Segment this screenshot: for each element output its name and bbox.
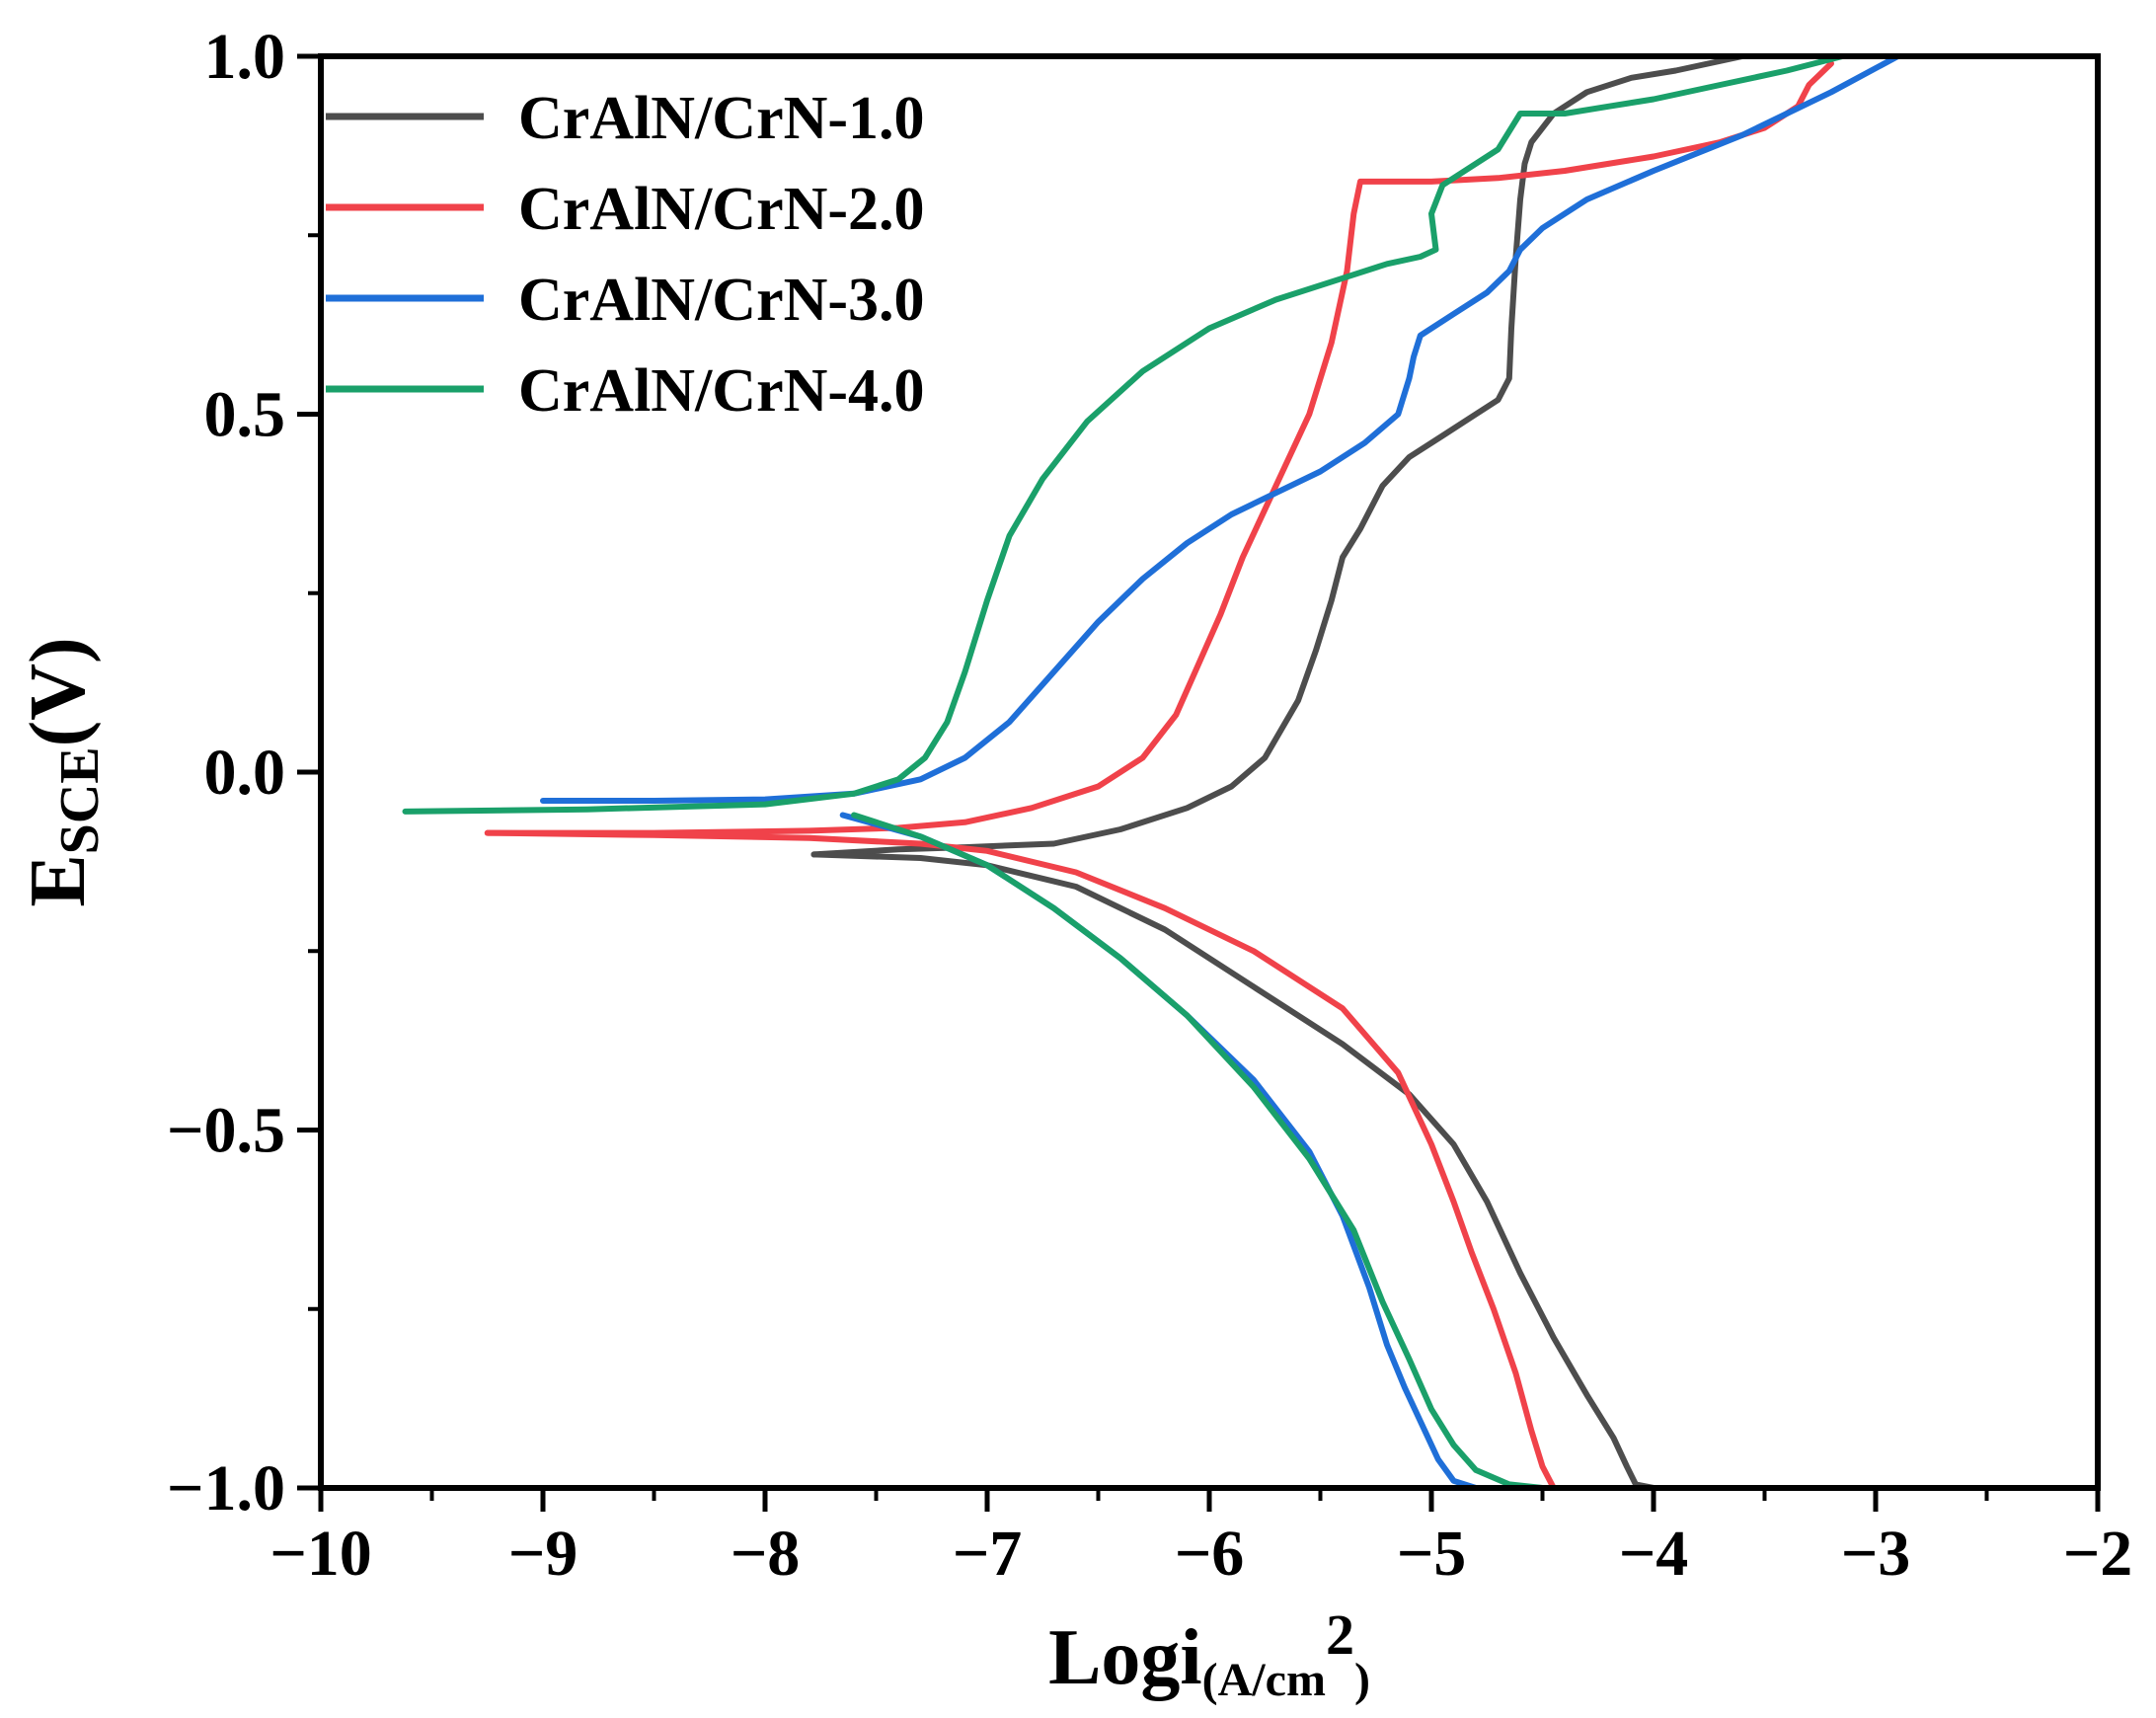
- x-tick-label: −7: [953, 1518, 1023, 1590]
- x-axis-title-main: Logi: [1048, 1614, 1202, 1701]
- x-tick-label: −5: [1397, 1518, 1467, 1590]
- y-tick-label: 0.0: [204, 737, 286, 809]
- y-tick-label: 0.5: [204, 379, 286, 451]
- series-layer: [402, 53, 1901, 1491]
- series-line-cathodic-craln-crn-1-0: [810, 851, 1690, 1491]
- y-tick-label: −1.0: [167, 1452, 285, 1524]
- legend: CrAlN/CrN-1.0 CrAlN/CrN-2.0 CrAlN/CrN-3.0 C…: [326, 85, 925, 425]
- series-line-cathodic-craln-crn-4-0: [851, 812, 1546, 1491]
- x-tick-label: −9: [508, 1518, 578, 1590]
- x-axis-title-sup: 2: [1326, 1602, 1354, 1667]
- x-tick-label: −4: [1619, 1518, 1689, 1590]
- legend-label-craln-crn-4-0: CrAlN/CrN-4.0: [518, 357, 925, 425]
- x-axis-title-close: ): [1354, 1654, 1370, 1706]
- x-tick-label: −8: [731, 1518, 801, 1590]
- legend-label-craln-crn-1-0: CrAlN/CrN-1.0: [518, 85, 925, 152]
- series-line-anodic-craln-crn-1-0: [810, 53, 1745, 858]
- y-axis-title-main: E: [15, 854, 102, 906]
- x-tick-label: −10: [270, 1518, 372, 1590]
- y-tick-label: −0.5: [167, 1095, 285, 1167]
- y-axis-title-sub: SCE: [49, 746, 111, 854]
- series-line-anodic-craln-crn-4-0: [402, 53, 1846, 815]
- series-line-anodic-craln-crn-3-0: [540, 53, 1901, 804]
- x-axis-title: Logi(A/cm2): [1048, 1602, 1370, 1706]
- legend-label-craln-crn-2-0: CrAlN/CrN-2.0: [518, 176, 925, 243]
- y-axis-title: ESCE(V): [15, 637, 111, 906]
- x-tick-label: −2: [2063, 1518, 2133, 1590]
- x-tick-label: −6: [1175, 1518, 1245, 1590]
- legend-label-craln-crn-3-0: CrAlN/CrN-3.0: [518, 267, 925, 334]
- y-tick-label: 1.0: [204, 21, 286, 93]
- series-line-cathodic-craln-crn-2-0: [484, 829, 1557, 1491]
- series-line-anodic-craln-crn-2-0: [484, 60, 1834, 836]
- ticks-layer: −10 −9 −8 −7 −6 −5 −4 −3 −2 −1.0 −0.5 0.0 0.5 1.0: [167, 21, 2132, 1590]
- y-axis-title-rest: (V): [15, 637, 102, 746]
- x-tick-label: −3: [1841, 1518, 1911, 1590]
- x-axis-title-sub: (A/cm: [1202, 1654, 1326, 1706]
